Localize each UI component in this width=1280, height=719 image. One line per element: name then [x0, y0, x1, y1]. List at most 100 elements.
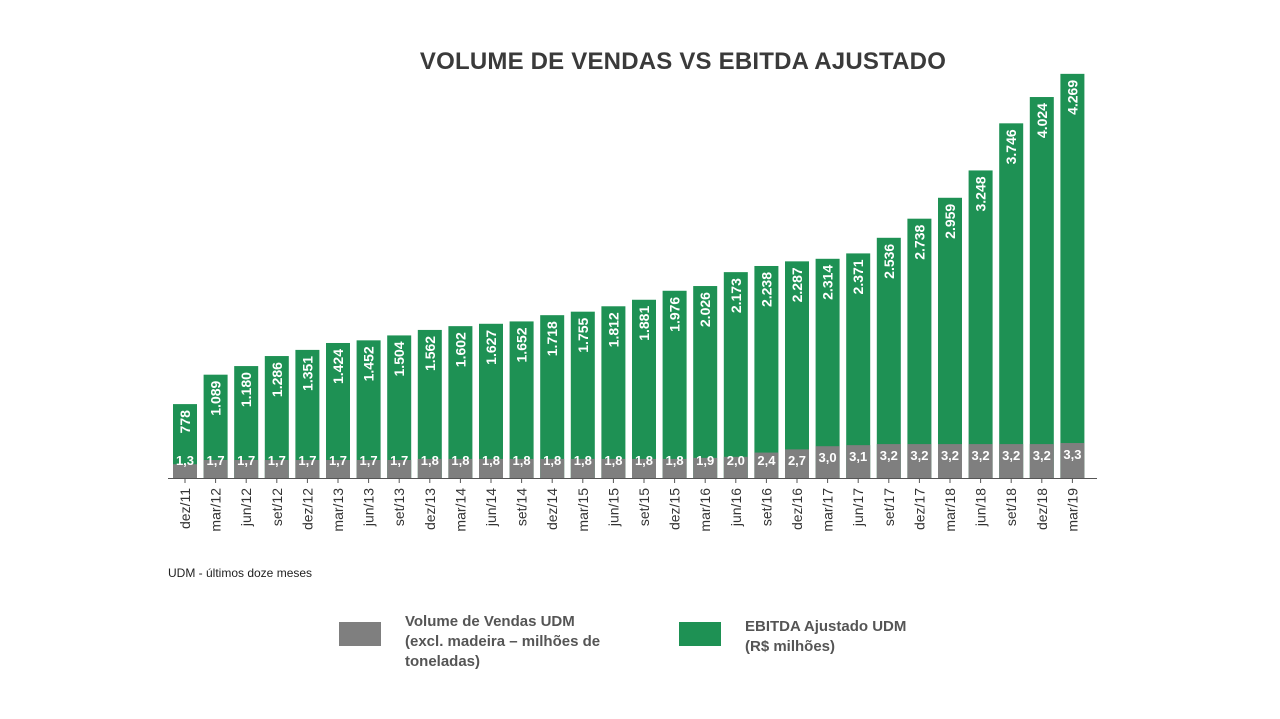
volume-bar — [1060, 443, 1085, 478]
chart-note: UDM - últimos doze meses — [168, 566, 313, 580]
volume-bar — [479, 458, 503, 478]
ebitda-bar — [326, 342, 350, 478]
x-tick-label: set/15 — [636, 488, 652, 526]
volume-label: 1,9 — [696, 453, 714, 468]
ebitda-label: 1.424 — [330, 349, 346, 384]
ebitda-bar — [509, 321, 534, 478]
volume-label: 1,8 — [451, 453, 469, 468]
volume-bar — [387, 459, 412, 478]
ebitda-label: 1.718 — [544, 321, 560, 356]
legend-volume-line2: (excl. madeira – milhões de — [405, 633, 601, 650]
volume-label: 1,8 — [543, 453, 561, 468]
legend-volume-line1: Volume de Vendas UDM — [405, 613, 575, 630]
ebitda-label: 2.536 — [881, 244, 897, 279]
volume-label: 3,2 — [880, 448, 898, 463]
x-tick-label: jun/17 — [850, 488, 866, 527]
volume-bar — [356, 459, 381, 478]
x-tick-label: set/13 — [391, 488, 407, 526]
volume-bar — [815, 446, 840, 478]
ebitda-bar — [479, 323, 503, 478]
ebitda-bar — [754, 265, 779, 478]
ebitda-bar — [938, 197, 962, 478]
x-tick-label: mar/16 — [697, 488, 713, 532]
ebitda-label: 778 — [177, 410, 193, 434]
x-tick-label: dez/17 — [911, 488, 927, 530]
ebitda-label: 1.976 — [667, 297, 683, 332]
legend-ebitda-line2: (R$ milhões) — [745, 638, 836, 655]
x-tick-label: jun/18 — [973, 488, 989, 527]
chart-title: VOLUME DE VENDAS VS EBITDA AJUSTADO — [419, 48, 947, 75]
x-tick-label: dez/13 — [422, 488, 438, 530]
ebitda-bar — [876, 237, 901, 478]
legend-volume-line3: toneladas) — [405, 653, 481, 670]
volume-label: 1,8 — [635, 453, 653, 468]
volume-label: 1,7 — [268, 453, 286, 468]
volume-bar — [723, 456, 748, 478]
ebitda-label: 4.269 — [1064, 80, 1080, 115]
ebitda-label: 2.173 — [728, 278, 744, 313]
ebitda-label: 1.881 — [636, 306, 652, 341]
volume-bar — [570, 458, 595, 478]
volume-bar — [999, 444, 1024, 478]
volume-label: 1,8 — [482, 453, 500, 468]
volume-label: 3,0 — [819, 450, 837, 465]
ebitda-label: 3.746 — [1003, 129, 1019, 164]
x-tick-label: set/17 — [881, 488, 897, 526]
x-tick-label: mar/12 — [208, 488, 224, 532]
ebitda-bar — [632, 299, 656, 478]
volume-bar — [907, 444, 932, 478]
ebitda-bar — [356, 340, 381, 478]
x-tick-label: jun/12 — [238, 488, 254, 527]
ebitda-label: 1.755 — [575, 317, 591, 352]
volume-bar — [1029, 444, 1054, 478]
ebitda-bar — [815, 258, 840, 478]
legend-label-volume: Volume de Vendas UDM (excl. madeira – mi… — [405, 612, 650, 672]
x-tick-label: set/16 — [758, 488, 774, 526]
ebitda-label: 2.371 — [850, 259, 866, 294]
volume-bar — [968, 444, 993, 478]
ebitda-label: 1.652 — [514, 327, 530, 362]
x-tick-label: dez/16 — [789, 488, 805, 530]
x-tick-label: dez/15 — [667, 488, 683, 530]
ebitda-label: 2.738 — [911, 224, 927, 259]
volume-label: 3,2 — [910, 448, 928, 463]
ebitda-label: 1.602 — [452, 332, 468, 367]
ebitda-label: 1.180 — [238, 372, 254, 407]
x-tick-label: jun/15 — [605, 488, 621, 527]
x-tick-label: mar/18 — [942, 488, 958, 532]
x-tick-label: set/12 — [269, 488, 285, 526]
volume-label: 1,7 — [390, 453, 408, 468]
volume-label: 1,8 — [666, 453, 684, 468]
ebitda-bar — [570, 311, 595, 478]
ebitda-label: 1.286 — [269, 362, 285, 397]
ebitda-label: 2.238 — [758, 272, 774, 307]
x-tick-label: jun/16 — [728, 488, 744, 527]
ebitda-bar — [264, 356, 289, 478]
ebitda-bar — [968, 170, 993, 478]
volume-bar — [540, 458, 565, 478]
x-tick-label: jun/14 — [483, 488, 499, 527]
volume-bar — [693, 457, 718, 478]
volume-bar — [938, 444, 962, 478]
volume-bar — [173, 464, 197, 478]
ebitda-bar — [295, 349, 320, 478]
ebitda-bar — [448, 326, 473, 478]
volume-label: 1,7 — [298, 453, 316, 468]
ebitda-label: 2.314 — [820, 265, 836, 300]
volume-label: 3,2 — [1033, 448, 1051, 463]
x-tick-label: mar/17 — [820, 488, 836, 532]
volume-label: 1,7 — [360, 453, 378, 468]
volume-label: 1,8 — [421, 453, 439, 468]
ebitda-bar — [540, 315, 565, 478]
ebitda-bar — [1060, 73, 1085, 478]
x-tick-label: jun/13 — [361, 488, 377, 527]
ebitda-bar — [1029, 97, 1054, 478]
ebitda-label: 1.351 — [299, 356, 315, 391]
ebitda-bar — [417, 329, 442, 478]
ebitda-bar — [234, 366, 259, 478]
volume-bar — [662, 458, 687, 478]
volume-label: 3,3 — [1063, 447, 1081, 462]
volume-label: 3,2 — [972, 448, 990, 463]
volume-bar — [417, 458, 442, 478]
